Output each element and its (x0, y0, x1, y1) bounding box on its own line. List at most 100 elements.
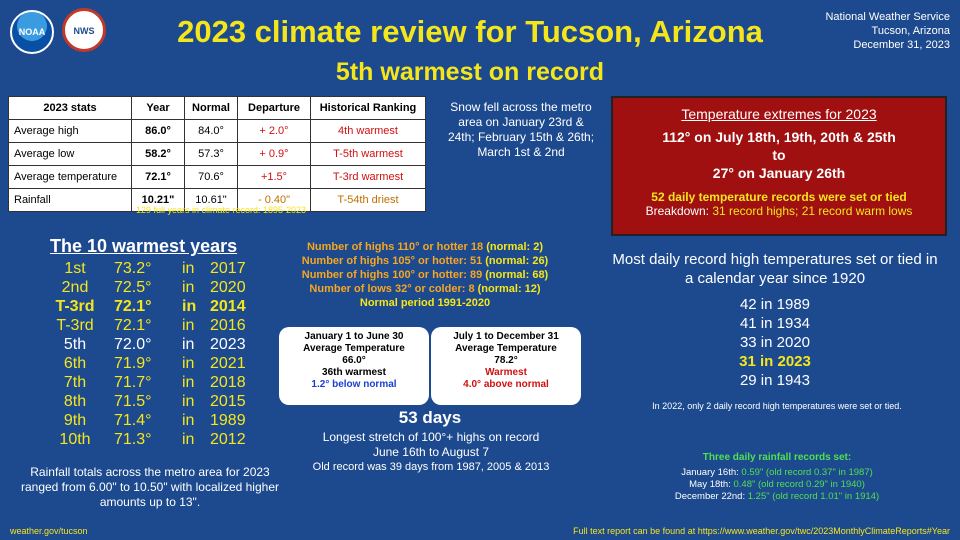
page-title: 2023 climate review for Tucson, Arizona (177, 14, 763, 49)
warmest-in: in (182, 260, 195, 277)
table-header-row: 2023 stats Year Normal Departure Histori… (8, 96, 426, 120)
snow-text: Snow fell across the metro area on Janua… (447, 100, 595, 159)
warmest-in: in (182, 279, 195, 296)
warmest-year-row: 1st 73.2° in 2017 (50, 260, 270, 279)
extremes-breakdown: Breakdown: 31 record highs; 21 record wa… (613, 204, 945, 218)
rain-record-detail: 0.59" (old record 0.37" in 1987) (741, 467, 873, 478)
warmest-temperature: 71.5° (114, 393, 152, 410)
second-half-box: July 1 to December 31 Average Temperatur… (431, 327, 581, 405)
table-cell: 57.3° (184, 142, 238, 166)
table-cell: Average low (8, 142, 132, 166)
warmest-year-row: 9th 71.4° in 1989 (50, 412, 270, 431)
warmest-in: in (182, 298, 197, 315)
warmest-in: in (182, 431, 195, 448)
warmest-temperature: 73.2° (114, 260, 152, 277)
table-header: Historical Ranking (310, 96, 426, 120)
stretch-line: Old record was 39 days from 1987, 2005 &… (312, 461, 550, 473)
warmest-rank: 9th (63, 412, 87, 429)
nws-logo-text: NWS (73, 26, 95, 36)
breakdown-label: Breakdown: (645, 204, 709, 218)
warmest-temperature: 72.5° (114, 279, 152, 296)
warmest-year-row: T-3rd 72.1° in 2016 (50, 317, 270, 336)
table-cell: 72.1° (131, 165, 185, 189)
rain-record-row: January 16th: 0.59" (old record 0.37" in… (612, 467, 942, 479)
warmest-temperature: 72.1° (114, 298, 152, 315)
first-half-box: January 1 to June 30 Average Temperature… (279, 327, 429, 405)
warmest-year: 2021 (210, 355, 246, 372)
table-row: Rainfall 10.21" 10.61" - 0.40" T-54th dr… (8, 188, 426, 212)
warmest-in: in (182, 374, 195, 391)
table-cell: Average high (8, 119, 132, 143)
table-cell: 4th warmest (310, 119, 426, 143)
extremes-records: 52 daily temperature records were set or… (651, 190, 907, 204)
table-cell: - 0.40" (237, 188, 311, 212)
table-cell: + 0.9° (237, 142, 311, 166)
warmest-temperature: 71.4° (114, 412, 152, 429)
table-cell: 70.6° (184, 165, 238, 189)
table-header: Departure (237, 96, 311, 120)
table-row: Average high 86.0° 84.0° + 2.0° 4th warm… (8, 119, 426, 143)
count-label: Number of highs 100° or hotter: 89 (301, 269, 483, 281)
nws-logo: NWS (62, 8, 106, 52)
box-line: July 1 to December 31 (453, 331, 559, 342)
warmest-year: 2016 (210, 317, 246, 334)
record-note: 129 full years in climate record: 1895-2… (135, 205, 307, 215)
warmest-rank: 5th (63, 336, 87, 353)
stretch-days: 53 days (398, 408, 462, 427)
warmest-year: 2017 (210, 260, 246, 277)
warmest-year: 2012 (210, 431, 246, 448)
extremes-line2: to (772, 147, 786, 163)
warmest-year-row: 6th 71.9° in 2021 (50, 355, 270, 374)
breakdown-value: 31 record highs; 21 record warm lows (712, 204, 913, 218)
note-2022: In 2022, only 2 daily record high temper… (652, 401, 902, 411)
box-line: January 1 to June 30 (304, 331, 404, 342)
stats-table: 2023 stats Year Normal Departure Histori… (8, 96, 426, 212)
count-normal: (normal: 2) (486, 241, 544, 253)
warmest-year: 2015 (210, 393, 246, 410)
box-line: 4.0° above normal (463, 379, 549, 390)
box-line: Average Temperature (455, 343, 557, 354)
footer-link[interactable]: weather.gov/tucson (10, 526, 88, 536)
warmest-in: in (182, 412, 195, 429)
extremes-line1: 112° on July 18th, 19th, 20th & 25th (662, 129, 896, 145)
table-header: Normal (184, 96, 238, 120)
office-date: December 31, 2023 (853, 39, 950, 51)
table-cell: T-54th driest (310, 188, 426, 212)
noaa-logo: NOAA (10, 10, 54, 54)
table-cell: 58.2° (131, 142, 185, 166)
count-row: Number of highs 105° or hotter: 51 (norm… (280, 254, 570, 268)
stretch-line: June 16th to August 7 (372, 445, 490, 459)
rain-record-row: December 22nd: 1.25" (old record 1.01" i… (612, 491, 942, 503)
warmest-year: 2020 (210, 279, 246, 296)
warmest-in: in (182, 336, 195, 353)
warmest-year: 2018 (210, 374, 246, 391)
warmest-rank: T-3rd (55, 298, 95, 315)
count-normal: (normal: 12) (477, 283, 541, 295)
warmest-temperature: 72.0° (114, 336, 152, 353)
table-row: Average low 58.2° 57.3° + 0.9° T-5th war… (8, 142, 426, 166)
warmest-years-title: The 10 warmest years (50, 236, 238, 256)
rain-record-detail: 1.25" (old record 1.01" in 1914) (747, 491, 880, 502)
counts-block: Number of highs 110° or hotter 18 (norma… (280, 240, 570, 310)
table-cell: Average temperature (8, 165, 132, 189)
table-cell: +1.5° (237, 165, 311, 189)
record-year-row: 31 in 2023 (739, 353, 811, 370)
count-row: Number of highs 100° or hotter: 89 (norm… (280, 268, 570, 282)
extremes-title: Temperature extremes for 2023 (681, 106, 877, 122)
count-label: Number of highs 110° or hotter 18 (306, 241, 484, 253)
count-row: Number of highs 110° or hotter 18 (norma… (280, 240, 570, 254)
normal-period: Normal period 1991-2020 (359, 297, 491, 309)
warmest-rank: 7th (63, 374, 87, 391)
table-cell: T-3rd warmest (310, 165, 426, 189)
warmest-year: 2014 (210, 298, 246, 315)
warmest-year-row: 10th 71.3° in 2012 (50, 431, 270, 450)
footer-report-link[interactable]: Full text report can be found at https:/… (573, 526, 950, 536)
table-header: Year (131, 96, 185, 120)
record-year-row: 33 in 2020 (739, 334, 811, 351)
stretch-text: Longest stretch of 100°+ highs on record… (290, 430, 572, 475)
warmest-rank: 2nd (61, 279, 89, 296)
record-year-row: 42 in 1989 (739, 296, 811, 313)
warmest-year-row: 8th 71.5° in 2015 (50, 393, 270, 412)
table-cell: T-5th warmest (310, 142, 426, 166)
office-name: National Weather Service (825, 11, 950, 23)
